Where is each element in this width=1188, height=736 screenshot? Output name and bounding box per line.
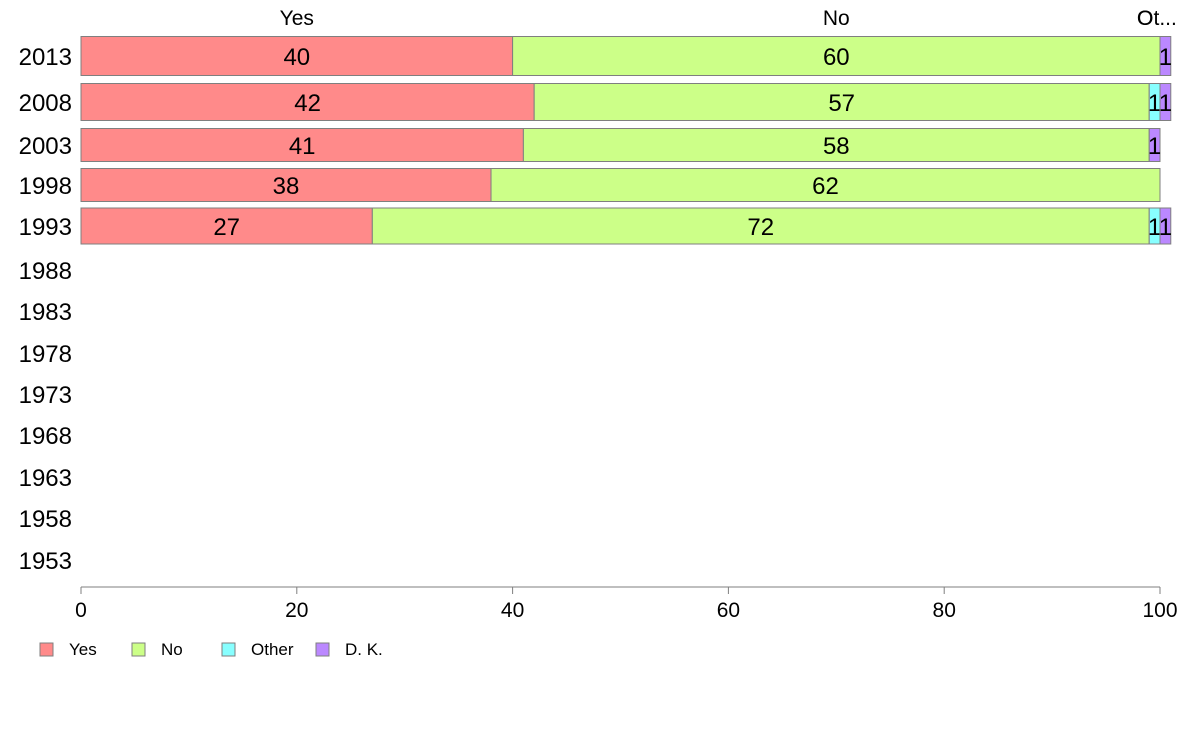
x-axis: 0 20 40 60 80 100	[75, 586, 1178, 622]
y-label-2008: 2008	[19, 90, 72, 117]
data-label: 57	[828, 90, 855, 117]
legend-swatch	[131, 642, 146, 657]
data-label: 42	[294, 90, 321, 117]
y-label-1988: 1988	[19, 258, 72, 285]
legend-label: No	[161, 640, 183, 659]
bar-d-k--2013	[1159, 36, 1172, 76]
legend-swatch	[221, 642, 236, 657]
data-label: 1	[1148, 133, 1161, 160]
y-label-1953: 1953	[19, 548, 72, 575]
data-label: 72	[747, 214, 774, 241]
top-label: Yes	[280, 7, 314, 30]
data-label: 1	[1148, 90, 1161, 117]
y-label-1983: 1983	[19, 299, 72, 326]
y-label-1958: 1958	[19, 506, 72, 533]
y-label-1998: 1998	[19, 173, 72, 200]
bar-yes-2008	[80, 83, 535, 121]
y-label-1978: 1978	[19, 341, 72, 368]
top-category-labels: Yes No OOt...	[280, 7, 1177, 30]
top-label: O	[1137, 7, 1153, 30]
bar-yes-1998	[80, 168, 492, 202]
bar-no-2008	[533, 83, 1150, 121]
data-label: 62	[812, 173, 839, 200]
bar-yes-1993	[80, 207, 373, 245]
legend-swatch	[315, 642, 330, 657]
legend-swatch	[39, 642, 54, 657]
data-label: 40	[283, 44, 310, 71]
top-label: Ot...	[1137, 7, 1177, 30]
data-label: 1	[1148, 214, 1161, 241]
y-label-1963: 1963	[19, 465, 72, 492]
y-label-1968: 1968	[19, 423, 72, 450]
data-label: 1	[1159, 44, 1172, 71]
bar-no-1993	[371, 207, 1150, 245]
legend-label: Yes	[69, 640, 97, 659]
y-label-1993: 1993	[19, 214, 72, 241]
x-tick-label: 20	[285, 599, 308, 622]
legend-label: Other	[251, 640, 294, 659]
data-label: 38	[273, 173, 300, 200]
data-label: 1	[1159, 90, 1172, 117]
top-label: No	[823, 7, 850, 30]
x-tick-label: 80	[933, 599, 956, 622]
bar-d-k--2008	[1159, 83, 1172, 121]
legend: Yes No Other D. K.	[39, 640, 383, 659]
legend-label: D. K.	[345, 640, 383, 659]
bar-no-1998	[490, 168, 1161, 202]
y-label-1973: 1973	[19, 382, 72, 409]
x-tick-label: 100	[1142, 599, 1177, 622]
data-label: 1	[1159, 214, 1172, 241]
data-label: 58	[823, 133, 850, 160]
y-axis-labels: 2013 2008 2003 1998 1993 1988 1983 1978 1973 1968…	[19, 44, 72, 575]
x-tick-label: 40	[501, 599, 524, 622]
y-label-2013: 2013	[19, 44, 72, 71]
bar-no-2013	[512, 36, 1161, 76]
data-label: 41	[289, 133, 316, 160]
data-label: 60	[823, 44, 850, 71]
data-label: 27	[213, 214, 240, 241]
x-tick-label: 60	[717, 599, 740, 622]
y-label-2003: 2003	[19, 133, 72, 160]
bar-d-k--2003	[1148, 128, 1161, 162]
bar-d-k--1993	[1159, 207, 1172, 245]
x-tick-label: 0	[75, 599, 87, 622]
bar-yes-2003	[80, 128, 524, 162]
